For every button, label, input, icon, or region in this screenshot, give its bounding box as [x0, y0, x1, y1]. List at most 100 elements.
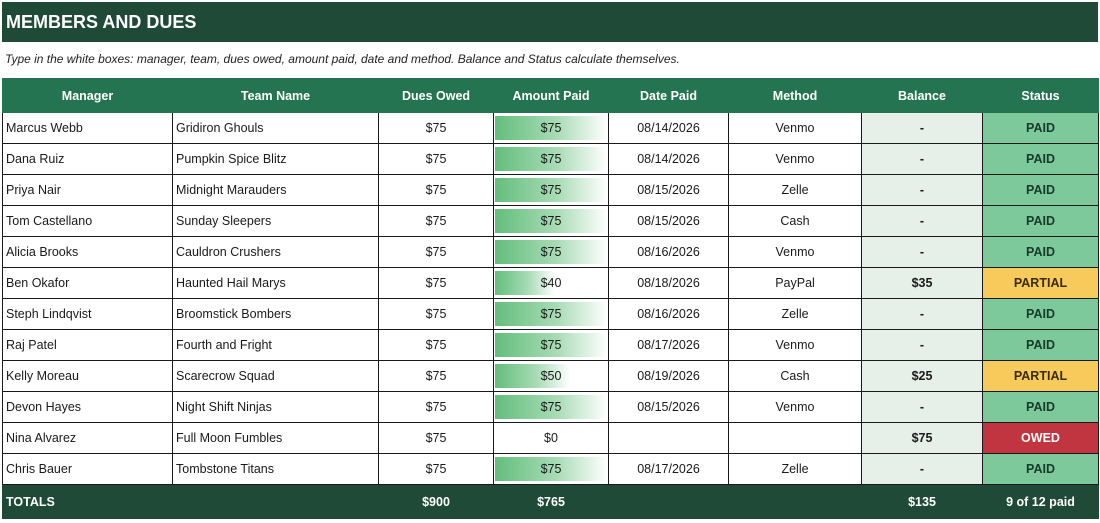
dues-owed-cell[interactable]: $75 [378, 329, 494, 361]
manager-cell[interactable]: Steph Lindqvist [2, 298, 173, 330]
amount-paid-cell[interactable]: $75 [493, 391, 609, 423]
status-cell: PAID [982, 205, 1099, 237]
method-cell[interactable]: Venmo [728, 236, 862, 268]
amount-paid-cell[interactable]: $0 [493, 422, 609, 454]
manager-cell[interactable]: Ben Okafor [2, 267, 173, 299]
date-paid-cell[interactable] [608, 422, 729, 454]
manager-cell[interactable]: Dana Ruiz [2, 143, 173, 175]
balance-cell: - [861, 143, 983, 175]
amount-paid-cell[interactable]: $75 [493, 205, 609, 237]
totals-row: TOTALS $900 $765 $135 9 of 12 paid [2, 484, 1099, 519]
team-name-cell[interactable]: Cauldron Crushers [172, 236, 379, 268]
manager-cell[interactable]: Tom Castellano [2, 205, 173, 237]
method-cell[interactable]: Venmo [728, 391, 862, 423]
manager-cell[interactable]: Marcus Webb [2, 112, 173, 144]
dues-owed-cell[interactable]: $75 [378, 360, 494, 392]
team-name-cell[interactable]: Midnight Marauders [172, 174, 379, 206]
dues-owed-cell[interactable]: $75 [378, 391, 494, 423]
amount-paid-value: $75 [540, 462, 562, 476]
date-paid-cell[interactable]: 08/17/2026 [608, 453, 729, 485]
date-paid-cell[interactable]: 08/15/2026 [608, 174, 729, 206]
column-header-date-paid: Date Paid [608, 78, 729, 113]
dues-owed-cell[interactable]: $75 [378, 174, 494, 206]
balance-cell: - [861, 329, 983, 361]
team-name-cell[interactable]: Scarecrow Squad [172, 360, 379, 392]
method-cell[interactable]: Venmo [728, 112, 862, 144]
manager-cell[interactable]: Chris Bauer [2, 453, 173, 485]
method-cell[interactable]: Zelle [728, 298, 862, 330]
date-paid-cell[interactable]: 08/16/2026 [608, 298, 729, 330]
amount-paid-cell[interactable]: $75 [493, 143, 609, 175]
dues-owed-cell[interactable]: $75 [378, 205, 494, 237]
amount-paid-cell[interactable]: $75 [493, 329, 609, 361]
dues-owed-cell[interactable]: $75 [378, 422, 494, 454]
status-cell: PAID [982, 236, 1099, 268]
manager-cell[interactable]: Devon Hayes [2, 391, 173, 423]
date-paid-cell[interactable]: 08/14/2026 [608, 112, 729, 144]
amount-paid-cell[interactable]: $75 [493, 298, 609, 330]
date-paid-cell[interactable]: 08/15/2026 [608, 205, 729, 237]
column-header-manager: Manager [2, 78, 173, 113]
totals-dues: $900 [378, 484, 494, 519]
date-paid-cell[interactable]: 08/19/2026 [608, 360, 729, 392]
method-cell[interactable]: Cash [728, 205, 862, 237]
dues-owed-cell[interactable]: $75 [378, 298, 494, 330]
date-paid-cell[interactable]: 08/14/2026 [608, 143, 729, 175]
method-cell[interactable] [728, 422, 862, 454]
date-paid-cell[interactable]: 08/18/2026 [608, 267, 729, 299]
dues-owed-cell[interactable]: $75 [378, 236, 494, 268]
status-cell: PAID [982, 298, 1099, 330]
amount-paid-cell[interactable]: $75 [493, 174, 609, 206]
paid-data-bar [495, 240, 607, 264]
method-cell[interactable]: Cash [728, 360, 862, 392]
date-paid-cell[interactable]: 08/16/2026 [608, 236, 729, 268]
method-cell[interactable]: Zelle [728, 453, 862, 485]
paid-data-bar [495, 178, 607, 202]
table-row: Ben Okafor Haunted Hail Marys $75 $40 08/18/… [2, 267, 1099, 299]
status-cell: OWED [982, 422, 1099, 454]
team-name-cell[interactable]: Gridiron Ghouls [172, 112, 379, 144]
date-paid-cell[interactable]: 08/15/2026 [608, 391, 729, 423]
date-paid-cell[interactable]: 08/17/2026 [608, 329, 729, 361]
team-name-cell[interactable]: Full Moon Fumbles [172, 422, 379, 454]
method-cell[interactable]: Venmo [728, 329, 862, 361]
paid-data-bar [495, 457, 607, 481]
manager-cell[interactable]: Alicia Brooks [2, 236, 173, 268]
balance-cell: $25 [861, 360, 983, 392]
amount-paid-value: $75 [540, 121, 562, 135]
amount-paid-cell[interactable]: $75 [493, 453, 609, 485]
header-row: Manager Team Name Dues Owed Amount Paid … [2, 78, 1099, 113]
method-cell[interactable]: Venmo [728, 143, 862, 175]
sheet-title: MEMBERS AND DUES [2, 2, 1098, 42]
paid-data-bar [495, 395, 607, 419]
amount-paid-cell[interactable]: $50 [493, 360, 609, 392]
amount-paid-value: $75 [540, 307, 562, 321]
team-name-cell[interactable]: Haunted Hail Marys [172, 267, 379, 299]
team-name-cell[interactable]: Sunday Sleepers [172, 205, 379, 237]
method-cell[interactable]: Zelle [728, 174, 862, 206]
amount-paid-value: $75 [540, 338, 562, 352]
team-name-cell[interactable]: Fourth and Fright [172, 329, 379, 361]
members-dues-table: Manager Team Name Dues Owed Amount Paid … [2, 78, 1099, 519]
team-name-cell[interactable]: Tombstone Titans [172, 453, 379, 485]
amount-paid-value: $75 [540, 152, 562, 166]
dues-owed-cell[interactable]: $75 [378, 453, 494, 485]
dues-owed-cell[interactable]: $75 [378, 112, 494, 144]
manager-cell[interactable]: Nina Alvarez [2, 422, 173, 454]
amount-paid-cell[interactable]: $75 [493, 236, 609, 268]
amount-paid-cell[interactable]: $75 [493, 112, 609, 144]
manager-cell[interactable]: Kelly Moreau [2, 360, 173, 392]
team-name-cell[interactable]: Night Shift Ninjas [172, 391, 379, 423]
dues-owed-cell[interactable]: $75 [378, 143, 494, 175]
team-name-cell[interactable]: Pumpkin Spice Blitz [172, 143, 379, 175]
manager-cell[interactable]: Priya Nair [2, 174, 173, 206]
column-header-status: Status [982, 78, 1099, 113]
amount-paid-cell[interactable]: $40 [493, 267, 609, 299]
column-header-team-name: Team Name [172, 78, 379, 113]
team-name-cell[interactable]: Broomstick Bombers [172, 298, 379, 330]
dues-owed-cell[interactable]: $75 [378, 267, 494, 299]
amount-paid-value: $75 [540, 183, 562, 197]
balance-cell: $35 [861, 267, 983, 299]
method-cell[interactable]: PayPal [728, 267, 862, 299]
manager-cell[interactable]: Raj Patel [2, 329, 173, 361]
